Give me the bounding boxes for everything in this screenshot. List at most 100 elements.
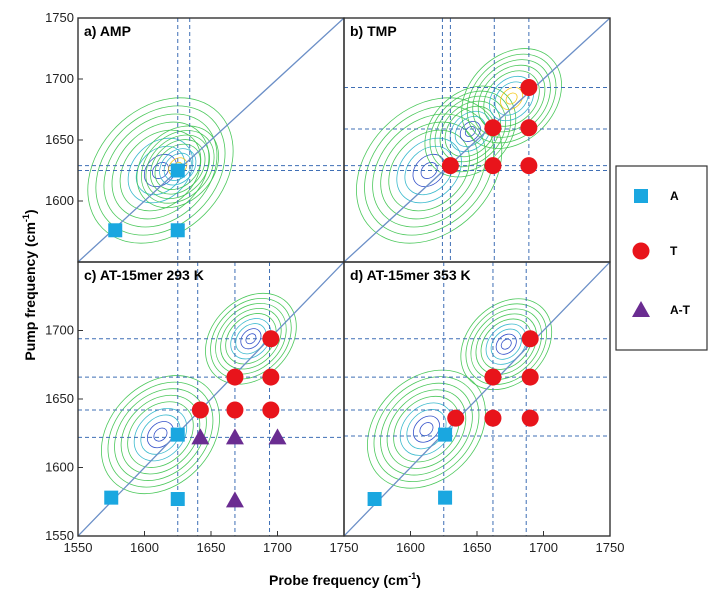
diagonal-line <box>344 18 610 262</box>
legend-label: T <box>670 244 678 258</box>
contour-line <box>412 415 440 443</box>
x-tick-label: 1700 <box>263 540 292 555</box>
panel-title: b) TMP <box>350 23 397 39</box>
contour-line <box>163 152 192 181</box>
contour-line <box>396 137 462 204</box>
panel-title: d) AT-15mer 353 K <box>350 267 471 283</box>
marker-t-point <box>484 368 502 386</box>
panel-plot-area <box>78 18 344 262</box>
x-tick-label: 1750 <box>330 540 359 555</box>
marker-a-point <box>104 490 119 505</box>
contour-line <box>505 92 518 105</box>
x-tick-label: 1750 <box>596 540 625 555</box>
marker-t-point <box>521 330 539 348</box>
contour-line <box>475 313 537 375</box>
marker-at-point <box>225 428 244 445</box>
contour-line <box>367 369 486 489</box>
marker-a-point <box>170 163 185 178</box>
contour-line <box>159 148 197 186</box>
legend-label: A <box>670 189 679 203</box>
contour-line <box>141 130 215 204</box>
legend-item-a: A <box>634 189 679 203</box>
diagonal-line <box>78 18 344 262</box>
contour-line <box>101 375 220 495</box>
panels-layer: a) AMP b) TMP c) AT-15mer 293 K d) AT-15mer… <box>77 17 611 537</box>
contour-line <box>145 134 210 200</box>
contour-line <box>127 137 194 204</box>
panel-1: a) AMP <box>77 17 345 263</box>
y-axis-label: Pump frequency (cm-1) <box>21 209 38 360</box>
contour-line <box>412 153 446 188</box>
contour-line <box>107 381 214 488</box>
legend-marker-t <box>632 242 650 260</box>
x-tick-label: 1650 <box>197 540 226 555</box>
marker-a-point <box>438 427 453 442</box>
marker-t-point <box>484 119 502 137</box>
contour-line <box>464 126 476 137</box>
y-tick-label: 1600 <box>45 193 74 208</box>
contour-line <box>472 59 551 138</box>
contour-line <box>210 297 292 380</box>
x-axis-label: Probe frequency (cm-1) <box>269 571 421 588</box>
legend-label: A-T <box>670 303 691 317</box>
marker-a-point <box>170 492 185 507</box>
contour-line <box>215 302 287 375</box>
contour-line <box>470 308 542 380</box>
contour-line <box>495 333 517 355</box>
contour-line <box>95 105 226 236</box>
contour-line <box>154 143 201 190</box>
marker-t-point <box>262 330 280 348</box>
contour-line <box>205 292 297 385</box>
legend-box <box>615 165 708 351</box>
legend-item-at: A-T <box>632 301 691 317</box>
marker-t-point <box>441 157 459 175</box>
contour-line <box>480 318 532 370</box>
marker-a-point <box>438 490 453 505</box>
marker-t-point <box>520 79 538 97</box>
contour-line <box>490 328 522 360</box>
contour-line <box>373 376 480 483</box>
marker-t-point <box>226 368 244 386</box>
contour-line <box>127 401 194 468</box>
y-tick-label: 1650 <box>45 391 74 406</box>
diagonal-line <box>78 262 344 536</box>
contour-line <box>150 139 206 195</box>
contour-line <box>103 113 218 228</box>
contour-line <box>460 298 553 391</box>
marker-t-point <box>484 409 502 427</box>
contour-line <box>439 100 502 163</box>
marker-t-point <box>226 401 244 419</box>
marker-t-point <box>521 368 539 386</box>
marker-t-point <box>520 157 538 175</box>
contour-line <box>225 313 277 365</box>
contour-line <box>372 113 487 228</box>
contour-line <box>454 115 486 147</box>
marker-a-point <box>170 223 185 238</box>
contour-line <box>465 303 548 385</box>
axes-layer: 1550 1600 1650 1700 1750 1600 1650 1700 1750 1600… <box>45 10 624 555</box>
contour-line <box>380 382 473 476</box>
contour-line <box>136 125 220 209</box>
x-tick-label: 1700 <box>529 540 558 555</box>
marker-t-point <box>521 409 539 427</box>
marker-t-point <box>262 368 280 386</box>
contour-line <box>133 407 188 462</box>
contour-line <box>245 333 257 345</box>
panel-title: a) AMP <box>84 23 131 39</box>
legend-marker-at <box>632 301 650 317</box>
legend-marker-a <box>634 189 648 203</box>
y-tick-label: 1650 <box>45 132 74 147</box>
contour-line <box>419 422 434 437</box>
x-tick-label: 1600 <box>130 540 159 555</box>
panel-4: d) AT-15mer 353 K <box>343 261 611 537</box>
contour-line <box>87 97 234 244</box>
contour-line <box>424 85 517 178</box>
contour-line <box>500 338 512 350</box>
contour-line <box>399 402 454 456</box>
marker-a-point <box>108 223 123 238</box>
y-tick-label: 1550 <box>45 528 74 543</box>
panel-plot-area <box>344 18 610 262</box>
marker-a-point <box>170 427 185 442</box>
x-tick-label: 1650 <box>463 540 492 555</box>
